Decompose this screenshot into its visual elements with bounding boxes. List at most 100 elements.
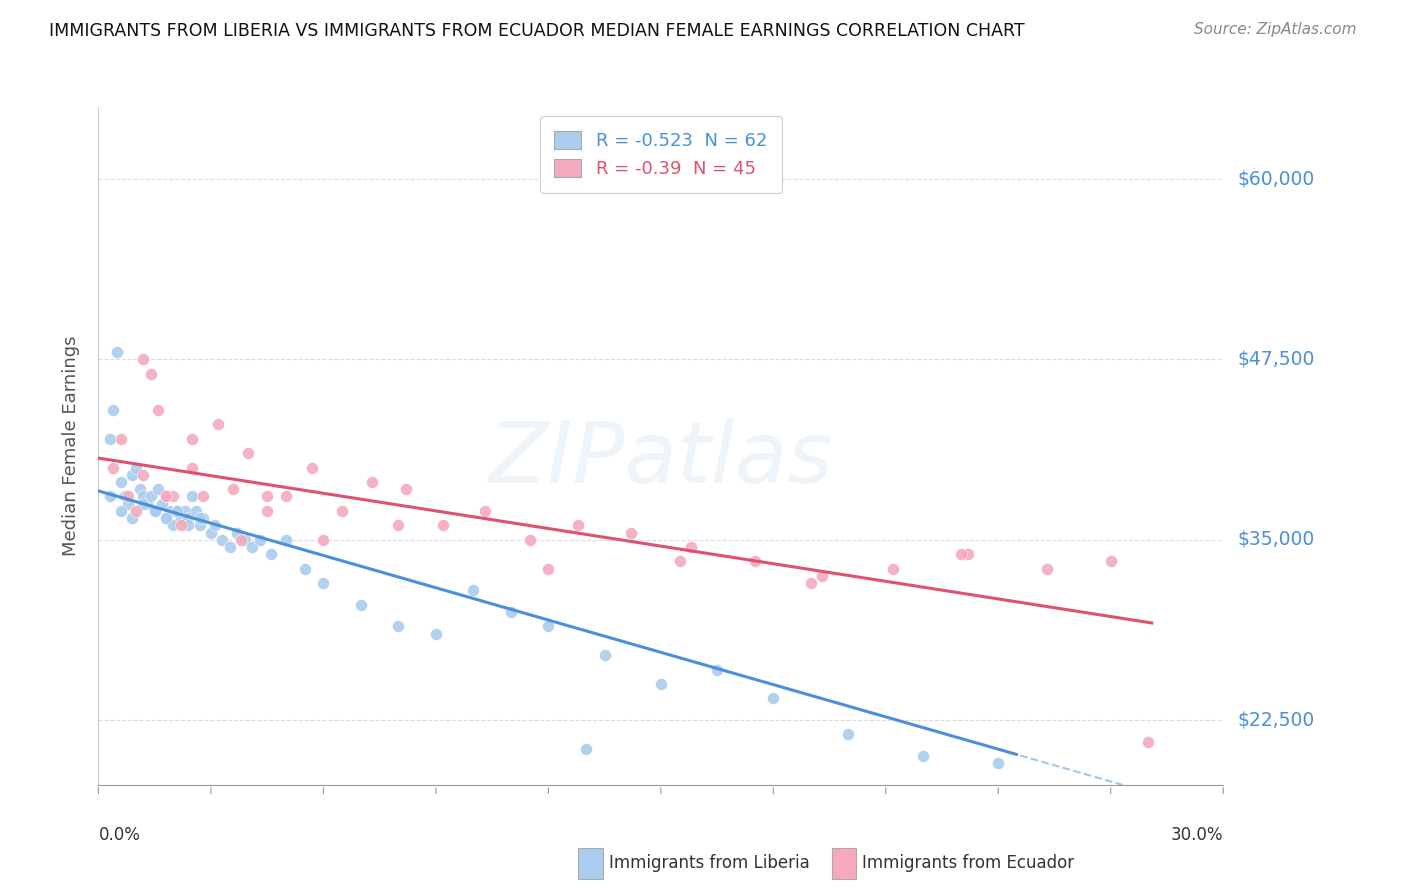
Point: [679, 540, 702, 554]
Point: [132, 490, 155, 504]
Point: [387, 518, 409, 533]
Point: [162, 490, 184, 504]
Point: [567, 518, 589, 533]
Point: [432, 518, 454, 533]
Text: $22,500: $22,500: [1237, 711, 1315, 730]
Point: [350, 598, 373, 612]
Point: [139, 490, 162, 504]
Point: [139, 367, 162, 381]
Point: [312, 533, 335, 547]
Point: [211, 533, 233, 547]
Point: [226, 525, 249, 540]
Point: [706, 663, 728, 677]
Text: 0.0%: 0.0%: [98, 826, 141, 844]
Point: [499, 605, 522, 619]
Point: [249, 533, 271, 547]
Point: [110, 504, 132, 518]
Point: [620, 525, 643, 540]
Point: [155, 490, 177, 504]
Point: [987, 756, 1010, 771]
Point: [218, 540, 240, 554]
Point: [125, 460, 148, 475]
Point: [103, 403, 125, 417]
Point: [650, 677, 672, 691]
Point: [537, 561, 560, 575]
Point: [744, 554, 766, 568]
Point: [188, 511, 211, 525]
Point: [233, 533, 256, 547]
Point: [132, 352, 155, 367]
Point: [170, 511, 193, 525]
Point: [260, 547, 283, 561]
Point: [256, 504, 278, 518]
Text: Source: ZipAtlas.com: Source: ZipAtlas.com: [1194, 22, 1357, 37]
Point: [177, 518, 200, 533]
Point: [166, 504, 188, 518]
Point: [1099, 554, 1122, 568]
Point: [110, 432, 132, 446]
Point: [395, 483, 418, 497]
Point: [537, 619, 560, 633]
Point: [387, 619, 409, 633]
Point: [159, 504, 181, 518]
Point: [184, 504, 207, 518]
Point: [181, 490, 204, 504]
Point: [274, 490, 297, 504]
Point: [143, 504, 166, 518]
Point: [1137, 734, 1160, 748]
Point: [98, 432, 121, 446]
Point: [837, 727, 859, 741]
Legend: R = -0.523  N = 62, R = -0.39  N = 45: R = -0.523 N = 62, R = -0.39 N = 45: [540, 116, 782, 193]
Point: [177, 511, 200, 525]
Point: [155, 490, 177, 504]
Text: 30.0%: 30.0%: [1171, 826, 1223, 844]
Point: [800, 576, 823, 591]
Point: [181, 460, 204, 475]
Point: [222, 483, 245, 497]
Point: [957, 547, 980, 561]
Text: Immigrants from Liberia: Immigrants from Liberia: [609, 855, 810, 872]
Point: [181, 432, 204, 446]
Point: [103, 460, 125, 475]
Point: [762, 691, 785, 706]
Text: $35,000: $35,000: [1237, 530, 1315, 549]
Point: [155, 511, 177, 525]
Point: [811, 569, 834, 583]
Point: [136, 497, 159, 511]
Point: [207, 417, 229, 432]
Point: [668, 554, 690, 568]
Point: [162, 518, 184, 533]
Point: [121, 467, 143, 482]
Point: [132, 467, 155, 482]
Point: [193, 490, 215, 504]
Point: [229, 533, 252, 547]
Text: Immigrants from Ecuador: Immigrants from Ecuador: [862, 855, 1074, 872]
Point: [200, 525, 222, 540]
Y-axis label: Median Female Earnings: Median Female Earnings: [62, 335, 80, 557]
Point: [117, 490, 139, 504]
Point: [105, 345, 128, 359]
Point: [238, 446, 260, 460]
Point: [143, 504, 166, 518]
Point: [155, 511, 177, 525]
Text: IMMIGRANTS FROM LIBERIA VS IMMIGRANTS FROM ECUADOR MEDIAN FEMALE EARNINGS CORREL: IMMIGRANTS FROM LIBERIA VS IMMIGRANTS FR…: [49, 22, 1025, 40]
Point: [425, 626, 447, 640]
Point: [256, 490, 278, 504]
Point: [117, 497, 139, 511]
Text: $47,500: $47,500: [1237, 350, 1315, 369]
Point: [121, 511, 143, 525]
Point: [170, 518, 193, 533]
Point: [125, 504, 148, 518]
Point: [193, 511, 215, 525]
Point: [301, 460, 323, 475]
Point: [1036, 561, 1059, 575]
Point: [949, 547, 972, 561]
Point: [474, 504, 496, 518]
Point: [173, 504, 195, 518]
Point: [593, 648, 616, 662]
Point: [148, 483, 170, 497]
Point: [294, 561, 316, 575]
Point: [882, 561, 904, 575]
Point: [114, 490, 136, 504]
Point: [132, 497, 155, 511]
